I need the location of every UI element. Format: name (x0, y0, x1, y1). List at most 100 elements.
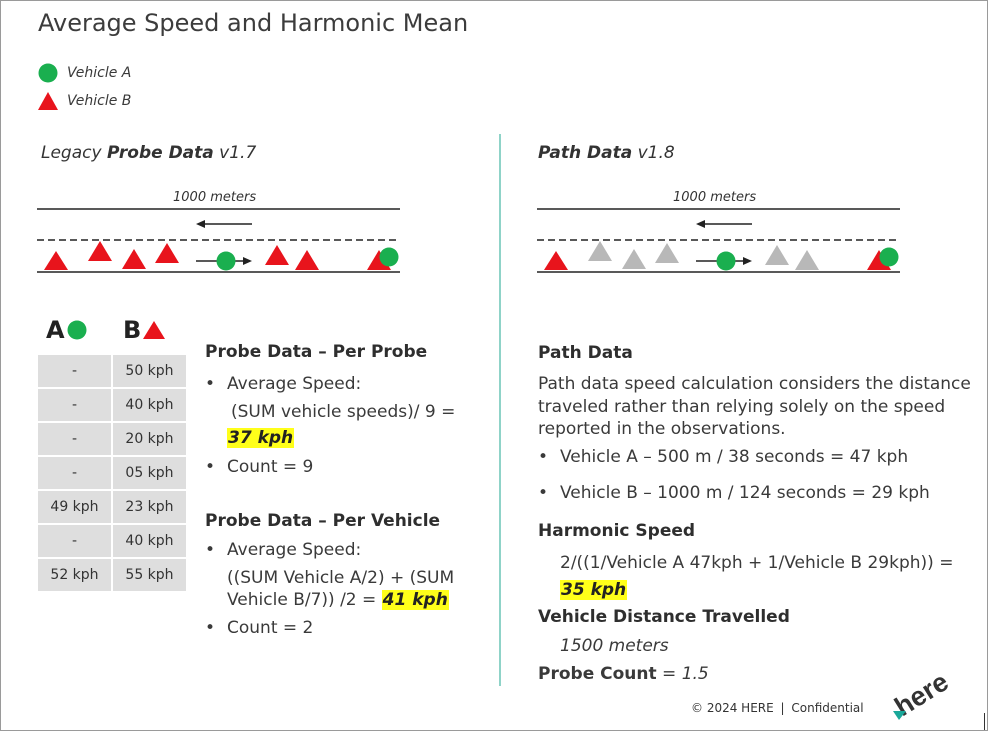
column-head-b: B (123, 316, 166, 344)
cell-vehicle-b: 55 kph (113, 559, 186, 591)
vehicle-b-calculation: Vehicle B – 1000 m / 124 seconds = 29 kp… (560, 483, 930, 503)
column-head-a: A (46, 316, 87, 344)
harmonic-speed-heading: Harmonic Speed (538, 521, 696, 541)
cell-vehicle-b: 40 kph (113, 389, 186, 421)
count-text: Count = 2 (227, 618, 314, 638)
cell-vehicle-a: - (38, 355, 111, 387)
section-divider (499, 134, 501, 686)
heading-bold: Probe Data (106, 143, 214, 163)
red-triangle-icon (143, 321, 166, 339)
path-description-line3: reported in the observations. (538, 419, 786, 439)
here-logo: here (889, 666, 953, 722)
inactive-probe-marker (795, 250, 819, 270)
cell-vehicle-b: 05 kph (113, 457, 186, 489)
average-label: Average Speed: (227, 374, 362, 394)
green-circle-icon (67, 320, 87, 340)
vehicle-b-marker (155, 243, 179, 263)
table-row: -50 kph (38, 355, 186, 387)
path-section-heading: Path Data v1.8 (538, 143, 675, 163)
bullet: • (205, 618, 216, 638)
highlighted-result: 37 kph (227, 428, 295, 448)
legacy-road-diagram (37, 208, 400, 273)
count-text: Count = 9 (227, 457, 314, 477)
bullet: • (205, 540, 216, 560)
vehicle-a-marker (716, 251, 736, 271)
cell-vehicle-a: - (38, 457, 111, 489)
distance-value: 1500 meters (560, 636, 669, 656)
highlighted-result: 35 kph (560, 580, 628, 600)
green-circle-icon (38, 63, 58, 83)
heading-prefix: Legacy (41, 143, 107, 163)
inactive-probe-marker (622, 249, 646, 269)
per-vehicle-average: • Average Speed: (205, 539, 362, 561)
speed-table: -50 kph -40 kph -20 kph -05 kph 49 kph 23… (36, 353, 188, 593)
red-triangle-icon (38, 92, 58, 110)
per-vehicle-heading: Probe Data – Per Vehicle (205, 511, 441, 531)
legend-vehicle-b: Vehicle B (38, 91, 131, 111)
path-road-diagram (537, 208, 900, 273)
left-arrow-icon (696, 220, 752, 228)
probe-count-label: Probe Count (538, 664, 657, 684)
cell-vehicle-a: - (38, 423, 111, 455)
path-vehicle-a: • Vehicle A – 500 m / 38 seconds = 47 kph (538, 446, 909, 468)
path-description-line1: Path data speed calculation considers th… (538, 374, 971, 394)
road-length-label: 1000 meters (173, 190, 257, 205)
vehicle-a-calculation: Vehicle A – 500 m / 38 seconds = 47 kph (560, 447, 909, 467)
heading-bold: Path Data (538, 143, 633, 163)
table-row: -05 kph (38, 457, 186, 489)
probe-count: Probe Count = 1.5 (538, 663, 709, 685)
inactive-probe-marker (655, 243, 679, 263)
vehicle-a-marker (216, 251, 236, 271)
probe-count-value: = 1.5 (656, 664, 709, 684)
path-description-line2: traveled rather than relying solely on t… (538, 397, 946, 417)
bullet: • (538, 447, 549, 467)
bullet: • (205, 374, 216, 394)
left-arrow-icon (196, 220, 252, 228)
inactive-probe-marker (765, 245, 789, 265)
cell-vehicle-b: 40 kph (113, 525, 186, 557)
vehicle-b-marker (544, 251, 568, 270)
vehicle-a-marker (379, 247, 399, 267)
per-probe-formula: (SUM vehicle speeds)/ 9 = (231, 402, 456, 422)
vehicle-b-marker (122, 249, 146, 269)
per-vehicle-formula-line2: Vehicle B/7)) /2 = 41 kph (227, 589, 449, 611)
column-label: A (46, 316, 65, 344)
per-probe-heading: Probe Data – Per Probe (205, 342, 428, 362)
legend-vehicle-a: Vehicle A (38, 63, 131, 83)
cell-vehicle-a: 52 kph (38, 559, 111, 591)
legend-label: Vehicle B (67, 93, 132, 109)
per-probe-result: 37 kph (227, 427, 295, 449)
average-label: Average Speed: (227, 540, 362, 560)
path-vehicle-b: • Vehicle B – 1000 m / 124 seconds = 29 k… (538, 482, 930, 504)
highlighted-result: 41 kph (381, 590, 449, 610)
inactive-probe-marker (588, 241, 612, 261)
per-vehicle-formula-line1: ((SUM Vehicle A/2) + (SUM (227, 568, 455, 588)
harmonic-result: 35 kph (560, 579, 628, 601)
vehicle-b-marker (44, 251, 68, 270)
table-row: 52 kph 55 kph (38, 559, 186, 591)
per-probe-average: • Average Speed: (205, 373, 362, 395)
vehicle-a-marker (879, 247, 899, 267)
legend-label: Vehicle A (67, 65, 132, 81)
cell-vehicle-a: - (38, 525, 111, 557)
legacy-section-heading: Legacy Probe Data v1.7 (41, 143, 256, 163)
vehicle-b-marker (295, 250, 319, 270)
copyright-text: © 2024 HERE (691, 701, 774, 715)
road-length-label: 1000 meters (673, 190, 757, 205)
bullet: • (538, 483, 549, 503)
footer: © 2024 HERE | Confidential (691, 701, 864, 715)
bullet: • (205, 457, 216, 477)
vehicle-b-marker (265, 245, 289, 265)
vehicle-b-marker (88, 241, 112, 261)
heading-version: v1.7 (213, 143, 257, 163)
cell-vehicle-a: 49 kph (38, 491, 111, 523)
text-cursor (984, 713, 985, 730)
footer-separator: | (780, 701, 785, 715)
path-data-heading: Path Data (538, 343, 633, 363)
cell-vehicle-b: 20 kph (113, 423, 186, 455)
per-vehicle-count: • Count = 2 (205, 617, 314, 639)
column-label: B (123, 316, 142, 344)
cell-vehicle-b: 23 kph (113, 491, 186, 523)
distance-heading: Vehicle Distance Travelled (538, 607, 790, 627)
